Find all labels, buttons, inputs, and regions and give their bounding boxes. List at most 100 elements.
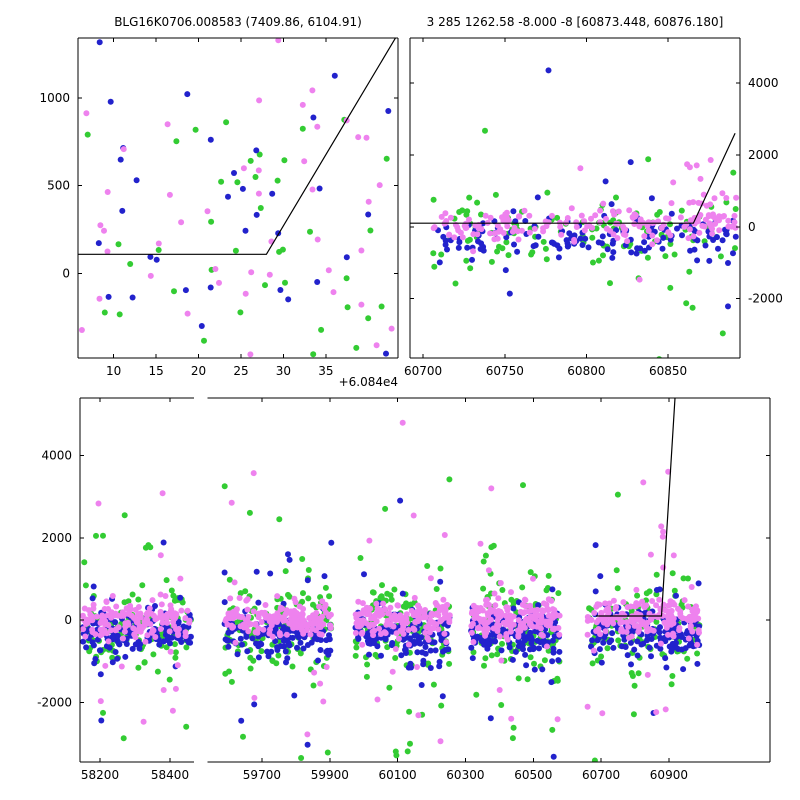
data-point-blue: [385, 108, 392, 114]
data-point-blue: [536, 645, 542, 652]
data-point-green: [614, 491, 621, 498]
data-point-blue: [374, 643, 381, 650]
data-point-violet: [157, 591, 164, 598]
data-point-green: [528, 251, 535, 258]
data-point-violet: [591, 609, 598, 616]
data-point-blue: [659, 245, 666, 252]
data-point-blue: [715, 245, 721, 252]
data-point-violet: [434, 611, 441, 618]
data-point-violet: [515, 236, 522, 243]
data-point-blue: [117, 156, 124, 163]
data-point-violet: [428, 610, 435, 617]
data-point-violet: [307, 631, 314, 638]
data-point-violet: [373, 600, 380, 607]
data-point-green: [388, 596, 395, 603]
data-point-violet: [606, 600, 613, 607]
data-point-green: [326, 593, 333, 600]
data-point-green: [101, 309, 108, 316]
data-point-green: [494, 651, 501, 658]
data-point-violet: [82, 633, 89, 640]
data-point-green: [192, 126, 199, 133]
data-point-green: [299, 125, 306, 132]
data-point-blue: [427, 665, 434, 671]
data-point-violet: [598, 610, 605, 617]
data-point-violet: [130, 9, 136, 15]
data-point-violet: [696, 229, 703, 236]
data-point-green: [172, 654, 179, 661]
data-point-blue: [510, 208, 517, 215]
data-point-violet: [325, 267, 332, 274]
data-point-violet: [317, 680, 324, 687]
data-point-blue: [662, 655, 669, 662]
data-point-green: [171, 597, 178, 604]
x-tick-label: 60500: [514, 768, 552, 782]
data-point-blue: [673, 592, 679, 599]
data-point-green: [438, 702, 445, 709]
data-point-violet: [686, 164, 693, 171]
data-point-blue: [221, 569, 228, 576]
data-point-green: [634, 592, 641, 599]
data-point-violet: [602, 617, 608, 624]
data-point-green: [150, 651, 157, 658]
data-point-violet: [670, 620, 677, 627]
data-point-green: [488, 652, 495, 659]
data-point-violet: [687, 625, 694, 631]
data-point-violet: [685, 635, 692, 642]
data-point-violet: [487, 214, 494, 221]
data-point-violet: [97, 367, 103, 373]
data-point-violet: [366, 611, 373, 618]
data-point-violet: [132, 634, 139, 641]
data-point-violet: [470, 639, 477, 645]
data-point-green: [631, 682, 638, 689]
data-point-green: [730, 169, 737, 176]
data-point-blue: [509, 656, 516, 663]
data-point-violet: [277, 604, 284, 611]
data-point-violet: [135, 611, 142, 618]
data-point-violet: [160, 687, 167, 693]
data-point-violet: [633, 586, 640, 593]
y-tick-label: 1000: [39, 91, 70, 105]
data-point-violet: [154, 615, 161, 622]
data-point-violet: [620, 599, 627, 606]
data-point-blue: [678, 646, 685, 653]
data-point-violet: [663, 621, 670, 628]
data-point-violet: [250, 608, 257, 615]
data-point-blue: [539, 666, 546, 673]
data-point-violet: [533, 612, 540, 619]
data-point-violet: [122, 623, 129, 630]
data-point-violet: [291, 595, 298, 602]
y-tick-label: 0: [62, 267, 70, 281]
data-point-violet: [554, 716, 561, 723]
data-point-violet: [247, 621, 254, 628]
data-point-green: [269, 657, 276, 664]
data-point-blue: [253, 568, 260, 575]
data-point-blue: [549, 586, 556, 593]
data-point-violet: [468, 629, 475, 636]
data-point-violet: [693, 162, 700, 169]
y-tick-label: 2000: [41, 531, 72, 545]
data-point-violet: [158, 601, 165, 608]
data-point-violet: [633, 603, 639, 609]
data-point-blue: [599, 233, 606, 240]
data-point-violet: [584, 631, 591, 638]
data-point-green: [135, 596, 142, 603]
data-point-green: [467, 265, 474, 272]
data-point-violet: [164, 121, 171, 128]
data-point-green: [221, 483, 228, 490]
data-point-green: [183, 723, 190, 730]
data-point-blue: [512, 648, 519, 655]
data-point-violet: [545, 596, 552, 603]
data-point-violet: [613, 613, 620, 620]
data-point-violet: [517, 608, 524, 615]
data-point-violet: [683, 221, 690, 228]
data-point-blue: [732, 233, 739, 240]
data-point-violet: [87, 611, 94, 618]
data-point-violet: [130, 615, 137, 621]
data-point-green: [120, 735, 127, 742]
data-point-blue: [526, 632, 533, 639]
data-point-violet: [314, 616, 321, 623]
data-point-violet: [615, 208, 622, 215]
data-point-violet: [483, 629, 490, 636]
data-point-violet: [457, 229, 464, 236]
data-point-violet: [366, 537, 373, 544]
